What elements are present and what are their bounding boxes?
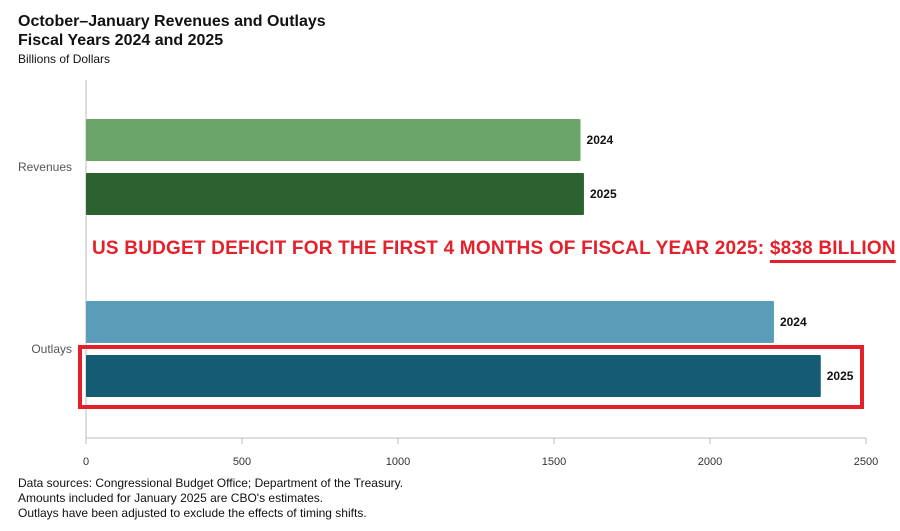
x-tick-label: 500 [233,456,251,468]
bar [86,173,584,215]
x-tick-label: 2500 [854,456,878,468]
x-tick-label: 1000 [386,456,410,468]
title-line-1: October–January Revenues and Outlays [18,13,326,30]
units-label: Billions of Dollars [18,52,111,66]
annotation-text: US BUDGET DEFICIT FOR THE FIRST 4 MONTHS… [92,238,770,259]
x-tick-label: 0 [83,456,89,468]
bar-series-label: 2024 [587,133,614,147]
bar [86,119,581,161]
bar-series-label: 2025 [590,187,617,201]
annotation-amount: $838 BILLION [769,238,896,259]
title-line-2: Fiscal Years 2024 and 2025 [18,32,224,49]
highlight-box [78,345,864,409]
chart-title: October–January Revenues and Outlays Fis… [18,12,326,50]
note-line: Outlays have been adjusted to exclude th… [18,506,367,520]
category-label: Revenues [18,160,72,174]
x-tick-label: 1500 [542,456,566,468]
bar [86,301,774,343]
note-line: Data sources: Congressional Budget Offic… [18,476,404,490]
bar [86,355,821,397]
note-line: Amounts included for January 2025 are CB… [18,491,324,505]
deficit-annotation: US BUDGET DEFICIT FOR THE FIRST 4 MONTHS… [92,238,896,260]
category-label: Outlays [31,342,72,356]
x-tick-label: 2000 [698,456,722,468]
source-notes: Data sources: Congressional Budget Offic… [18,476,403,521]
bar-series-label: 2024 [780,315,807,329]
bar-series-label: 2025 [827,369,854,383]
